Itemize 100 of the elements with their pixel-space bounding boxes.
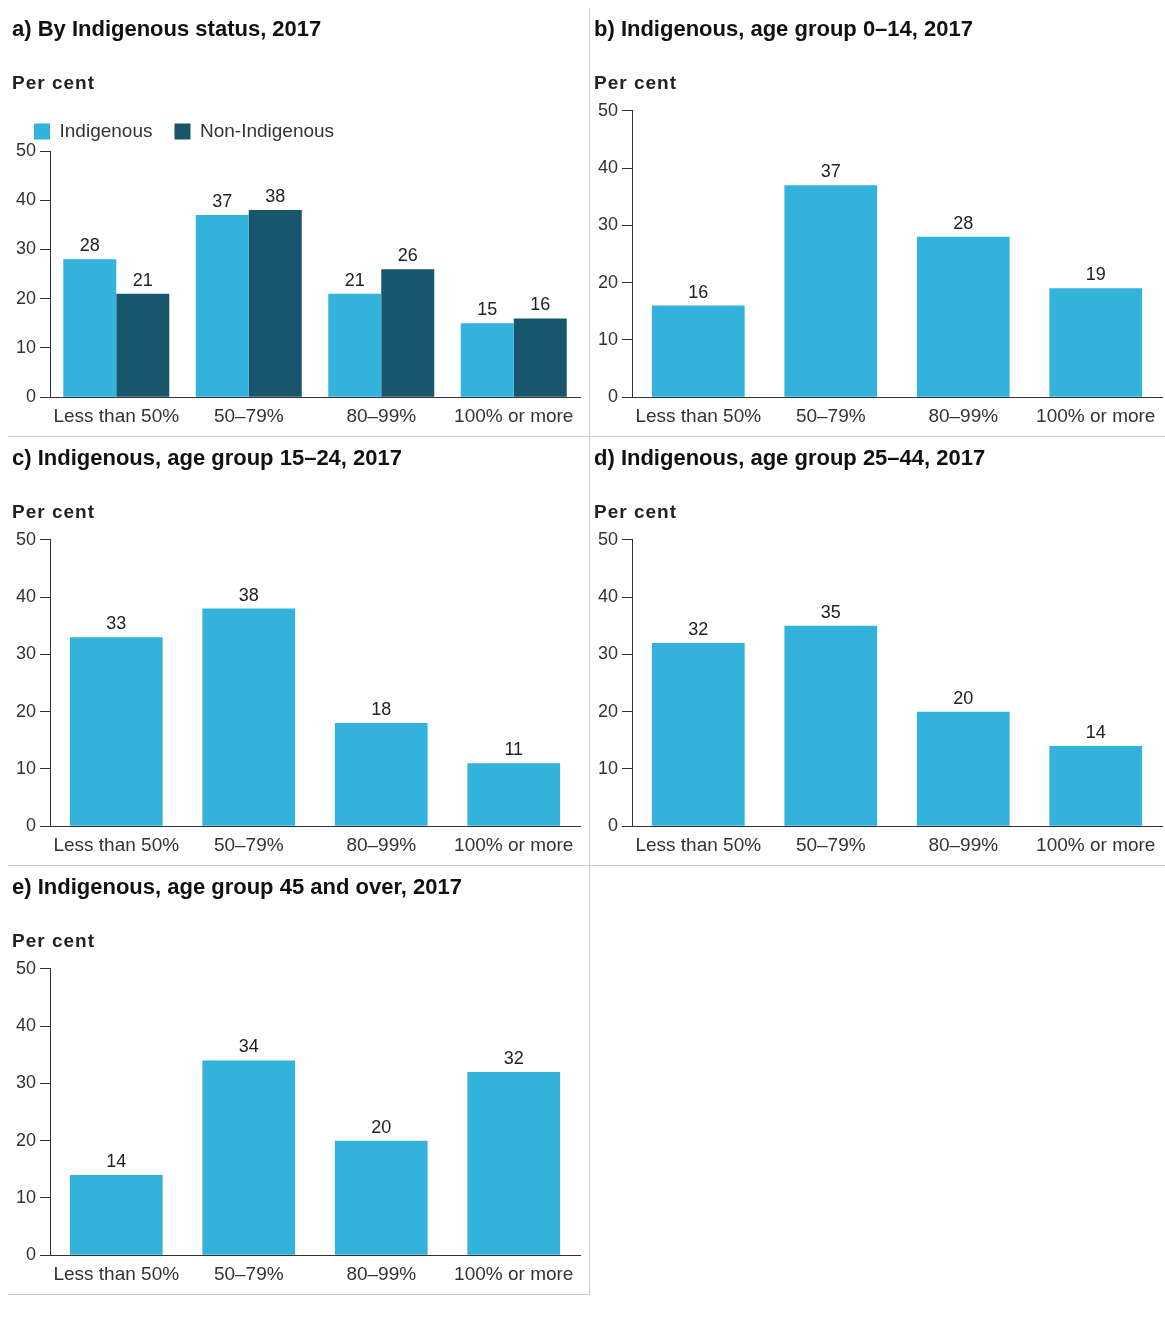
bar — [513, 318, 567, 397]
y-tick-label: 0 — [26, 386, 37, 407]
bar — [1049, 288, 1143, 397]
y-tick-label: 20 — [597, 271, 619, 292]
x-tick-label: 50–79% — [795, 404, 866, 426]
bar — [202, 608, 296, 826]
data-label: 14 — [106, 1150, 127, 1171]
y-tick-label: 30 — [597, 643, 619, 664]
chart-title: e) Indigenous, age group 45 and over, 2017 — [12, 874, 463, 900]
chart-title: a) By Indigenous status, 2017 — [12, 16, 323, 42]
y-tick-label: 0 — [26, 1244, 37, 1265]
x-tick-label: 50–79% — [213, 1262, 284, 1284]
data-label: 26 — [397, 245, 418, 266]
data-label: 32 — [688, 618, 709, 639]
y-tick-label: 10 — [597, 328, 619, 349]
y-axis-title: Per cent — [594, 72, 678, 94]
y-tick-label: 50 — [15, 528, 37, 549]
data-label: 21 — [132, 269, 153, 290]
bar — [63, 259, 117, 397]
bar — [69, 1175, 163, 1255]
bar — [381, 269, 435, 397]
x-tick-label: 100% or more — [1036, 404, 1156, 426]
data-label: 21 — [344, 269, 365, 290]
y-tick-label: 50 — [597, 528, 619, 549]
bar — [334, 1140, 428, 1255]
data-label: 28 — [953, 212, 974, 233]
y-tick-label: 30 — [597, 214, 619, 235]
bar — [334, 723, 428, 826]
data-label: 38 — [265, 186, 286, 207]
y-axis-title: Per cent — [12, 501, 96, 523]
data-label: 18 — [371, 699, 392, 720]
bar — [202, 1060, 296, 1255]
y-tick-label: 10 — [15, 1186, 37, 1207]
bar — [467, 763, 561, 826]
y-tick-label: 20 — [15, 1129, 37, 1150]
data-label: 20 — [371, 1116, 392, 1137]
y-tick-label: 40 — [597, 586, 619, 607]
bar — [195, 215, 249, 397]
x-tick-label: Less than 50% — [53, 404, 180, 426]
y-axis-title: Per cent — [594, 501, 678, 523]
bar — [1049, 746, 1143, 826]
data-label: 20 — [953, 687, 974, 708]
bar — [248, 210, 302, 397]
data-label: 37 — [820, 161, 841, 182]
y-tick-label: 10 — [15, 336, 37, 357]
data-label: 14 — [1085, 721, 1106, 742]
y-tick-label: 10 — [597, 757, 619, 778]
x-tick-label: 80–99% — [346, 1262, 417, 1284]
chart-title: b) Indigenous, age group 0–14, 2017 — [594, 16, 974, 42]
x-tick-label: 50–79% — [213, 833, 284, 855]
x-tick-label: 50–79% — [213, 404, 284, 426]
y-tick-label: 40 — [15, 189, 37, 210]
bar — [651, 642, 745, 826]
y-axis-title: Per cent — [12, 930, 96, 952]
data-label: 16 — [530, 294, 551, 315]
data-label: 35 — [820, 601, 841, 622]
data-label: 32 — [503, 1047, 524, 1068]
data-label: 28 — [79, 235, 100, 256]
bar — [916, 236, 1010, 397]
y-tick-label: 0 — [608, 815, 619, 836]
x-tick-label: 80–99% — [928, 404, 999, 426]
x-tick-label: 100% or more — [454, 404, 574, 426]
y-tick-label: 50 — [15, 957, 37, 978]
bar — [460, 323, 514, 397]
bar — [116, 293, 170, 397]
y-tick-label: 50 — [597, 99, 619, 120]
legend-label: Non-Indigenous — [199, 119, 335, 141]
legend-label: Indigenous — [59, 119, 153, 141]
x-tick-label: 100% or more — [454, 833, 574, 855]
bar — [328, 293, 382, 397]
x-tick-label: 100% or more — [1036, 833, 1156, 855]
x-tick-label: 50–79% — [795, 833, 866, 855]
y-tick-label: 30 — [15, 1072, 37, 1093]
y-tick-label: 10 — [15, 757, 37, 778]
data-label: 33 — [106, 613, 127, 634]
y-axis-title: Per cent — [12, 72, 96, 94]
data-label: 16 — [688, 281, 709, 302]
data-label: 38 — [238, 584, 259, 605]
bar — [784, 185, 878, 397]
bar — [69, 637, 163, 826]
y-tick-label: 20 — [597, 700, 619, 721]
y-tick-label: 20 — [15, 700, 37, 721]
chart-title: d) Indigenous, age group 25–44, 2017 — [594, 445, 987, 471]
x-tick-label: 80–99% — [346, 833, 417, 855]
x-tick-label: Less than 50% — [635, 404, 762, 426]
y-tick-label: 0 — [26, 815, 37, 836]
x-tick-label: Less than 50% — [53, 833, 180, 855]
data-label: 37 — [212, 190, 233, 211]
bar — [916, 711, 1010, 826]
x-tick-label: 80–99% — [928, 833, 999, 855]
data-label: 34 — [238, 1036, 259, 1057]
y-tick-label: 30 — [15, 643, 37, 664]
y-tick-label: 40 — [597, 157, 619, 178]
y-tick-label: 50 — [15, 139, 37, 160]
y-tick-label: 30 — [15, 238, 37, 259]
y-tick-label: 0 — [608, 386, 619, 407]
x-tick-label: Less than 50% — [635, 833, 762, 855]
bar — [651, 305, 745, 397]
y-tick-label: 20 — [15, 287, 37, 308]
x-tick-label: 100% or more — [454, 1262, 574, 1284]
